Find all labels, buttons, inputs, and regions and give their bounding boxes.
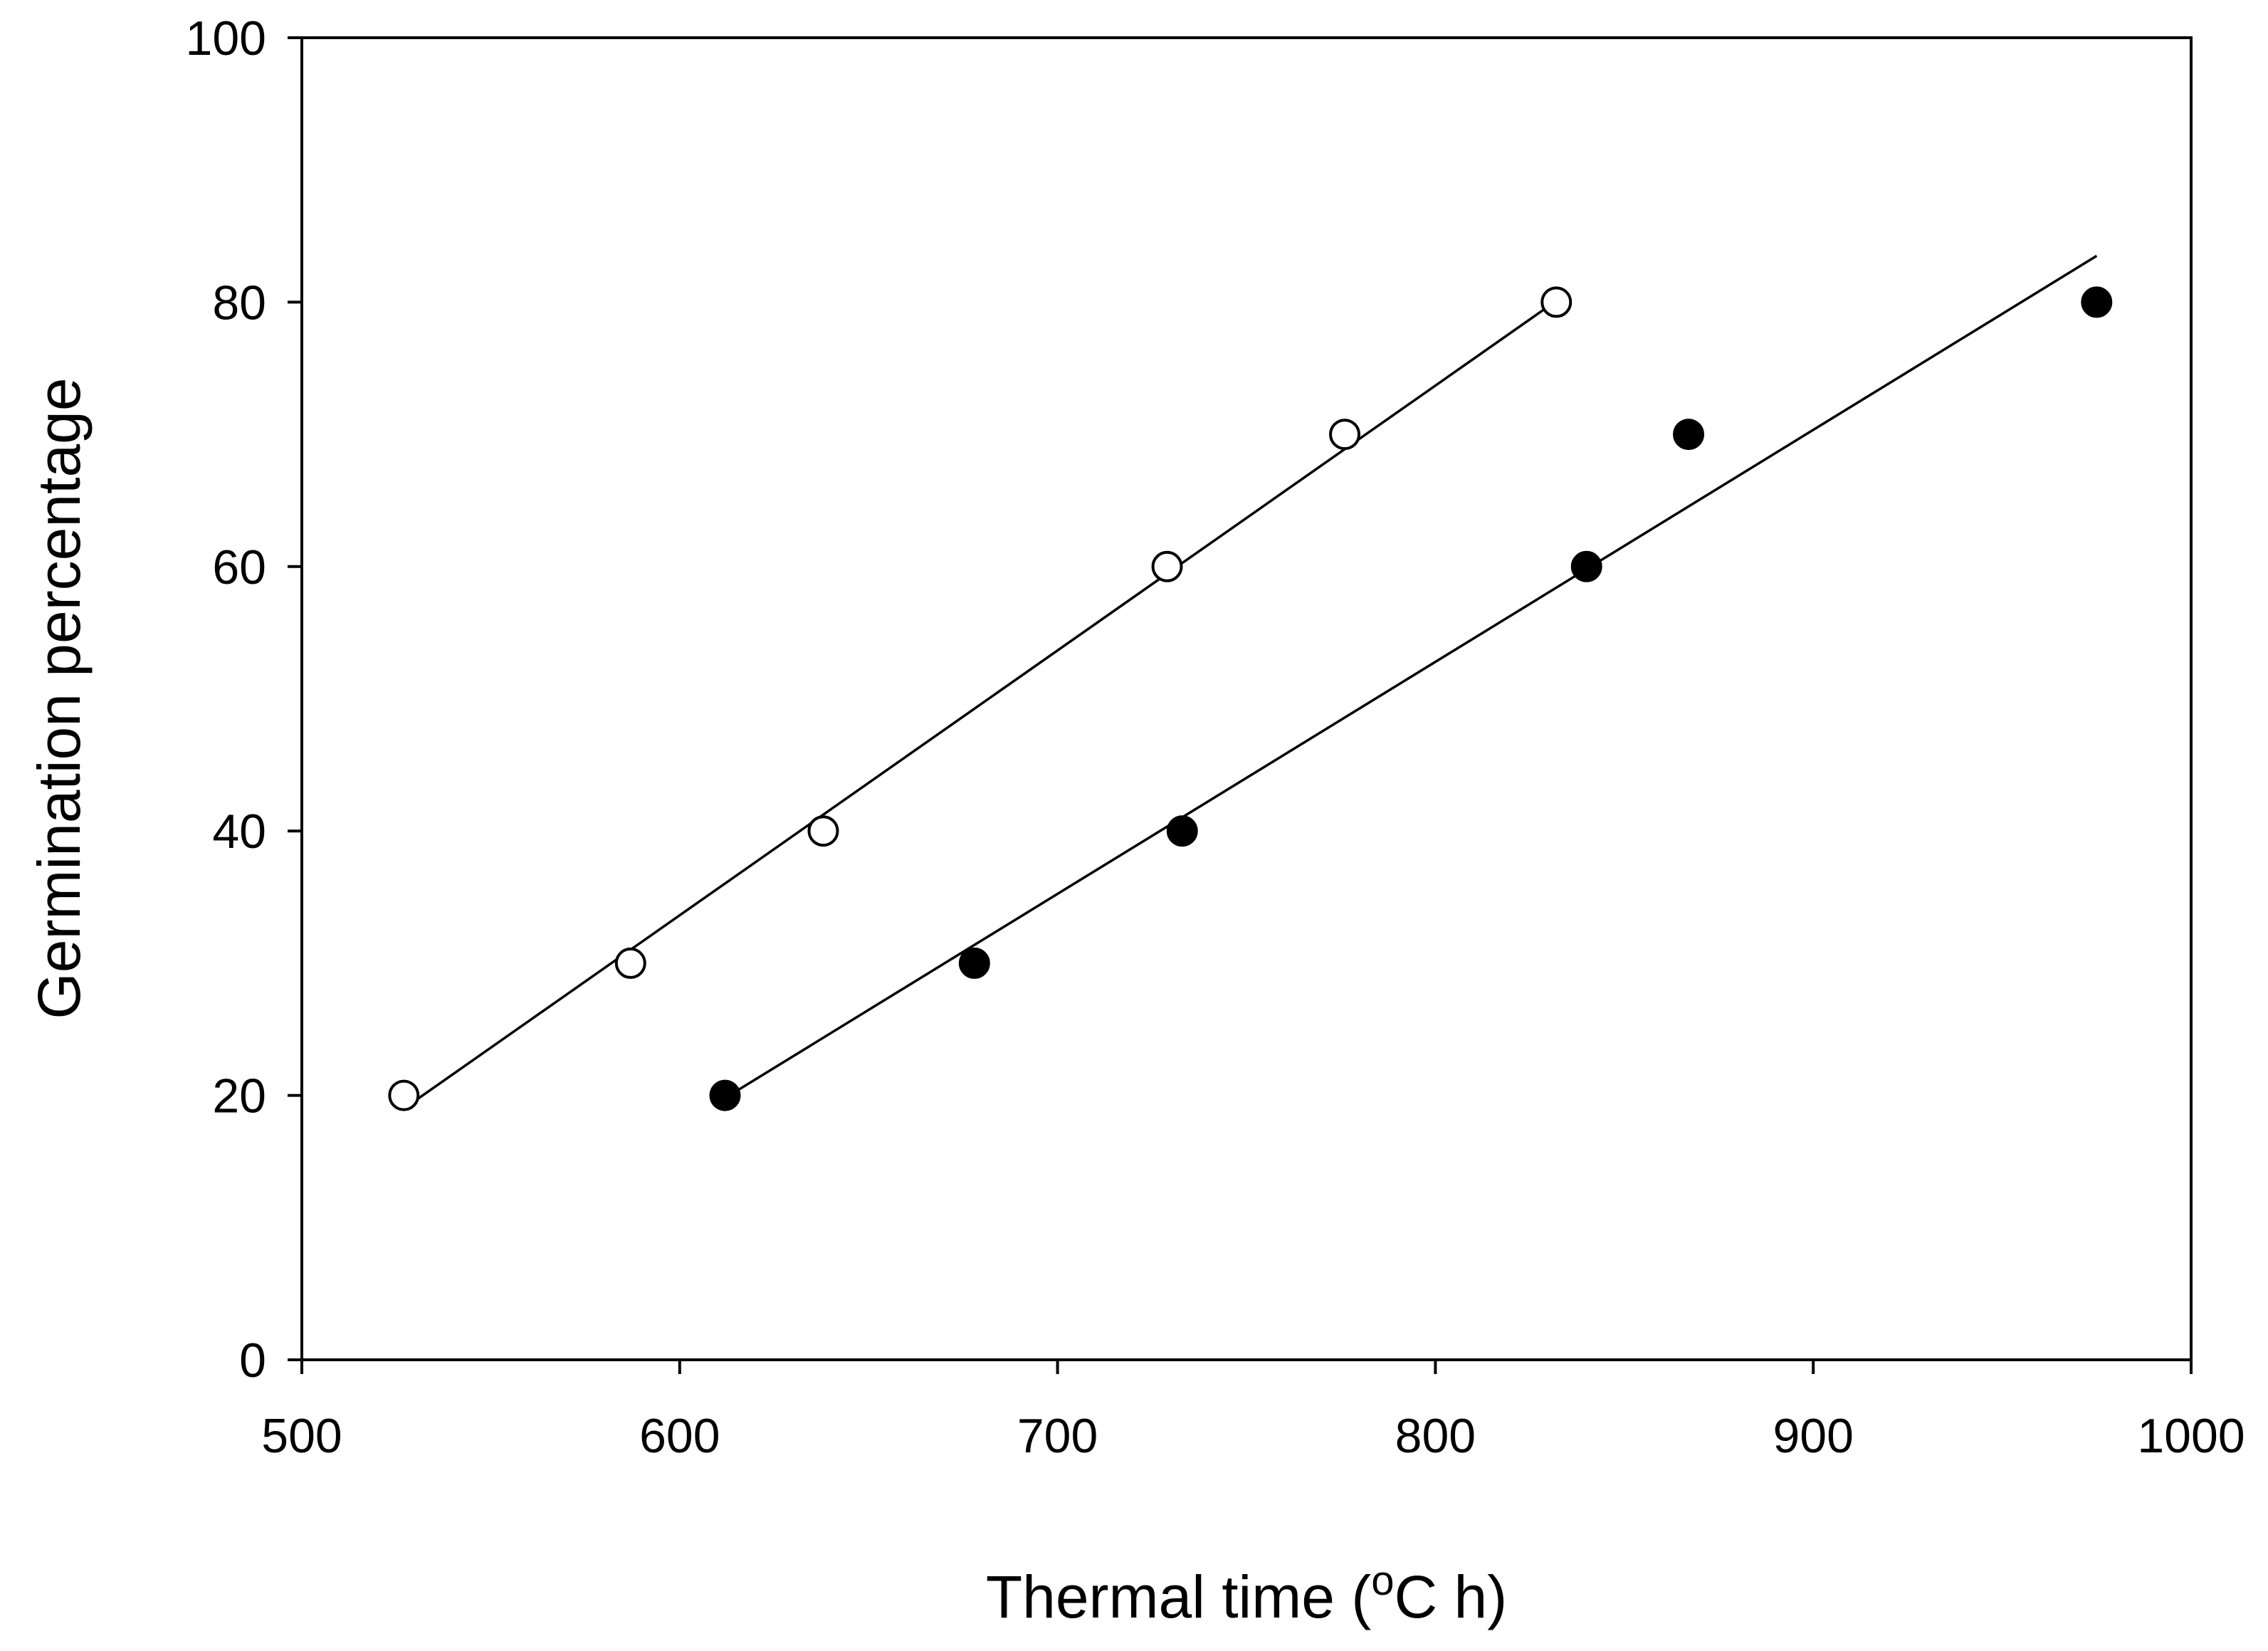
y-axis-title: Germination percentage xyxy=(26,377,93,1019)
x-tick-label: 500 xyxy=(261,1409,342,1463)
x-tick-label: 600 xyxy=(639,1409,720,1463)
y-tick-label: 0 xyxy=(239,1333,266,1388)
point-filled-circles xyxy=(1166,815,1198,847)
point-filled-circles xyxy=(709,1079,741,1111)
point-open-circles xyxy=(807,815,839,847)
point-open-circles xyxy=(1329,419,1361,451)
x-axis-ticks: 500 600 700 800 900 1000 xyxy=(261,1360,2245,1463)
x-axis-title-superscript: o xyxy=(1371,1558,1394,1604)
y-axis-ticks: 0 20 40 60 80 100 xyxy=(186,11,302,1388)
fit-lines xyxy=(403,254,2098,1110)
x-axis-title: Thermal time (oC h) xyxy=(986,1558,1507,1630)
point-filled-circles xyxy=(1570,550,1602,582)
data-points xyxy=(388,286,2113,1111)
y-tick-label: 60 xyxy=(212,540,266,594)
x-tick-label: 900 xyxy=(1773,1409,1853,1463)
point-filled-circles xyxy=(2081,286,2113,318)
fit-line-filled-circles xyxy=(724,254,2098,1099)
x-tick-label: 1000 xyxy=(2137,1409,2245,1463)
plot-area-frame xyxy=(300,36,2193,1361)
y-tick-label: 40 xyxy=(212,804,266,859)
point-open-circles xyxy=(388,1079,420,1111)
y-tick-label: 100 xyxy=(186,11,266,65)
x-tick-label: 700 xyxy=(1017,1409,1098,1463)
point-open-circles xyxy=(1540,286,1573,318)
y-tick-label: 20 xyxy=(212,1069,266,1123)
y-tick-label: 80 xyxy=(212,276,266,330)
point-filled-circles xyxy=(958,947,990,979)
x-tick-label: 800 xyxy=(1395,1409,1476,1463)
point-filled-circles xyxy=(1673,419,1705,451)
point-open-circles xyxy=(614,947,646,979)
point-open-circles xyxy=(1151,550,1183,582)
fit-line-open-circles xyxy=(403,300,1558,1110)
